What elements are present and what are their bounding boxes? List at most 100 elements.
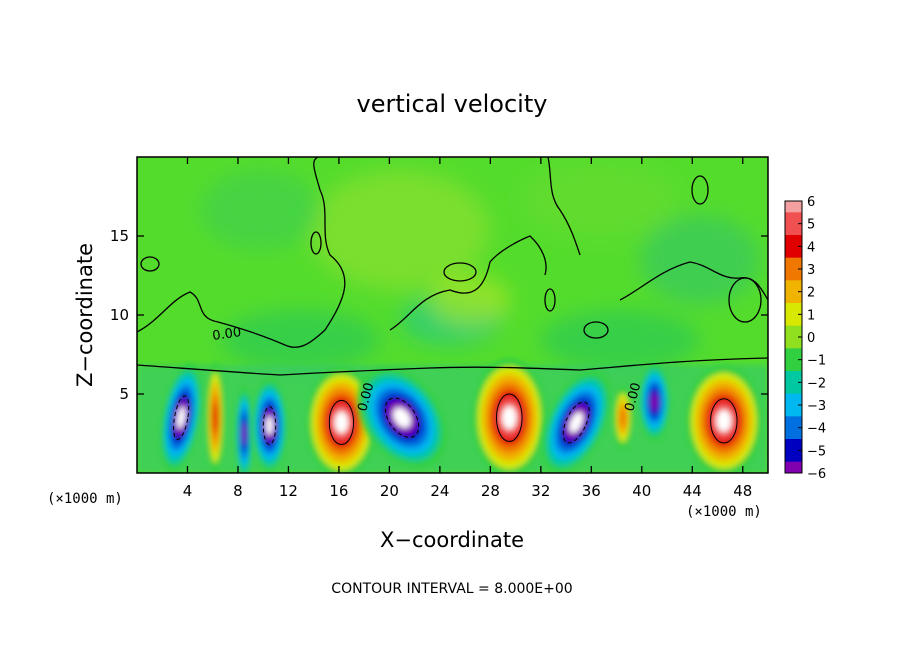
colorbar-swatch <box>785 382 802 395</box>
colorbar-swatch <box>785 246 802 259</box>
contour-line <box>140 256 160 272</box>
velocity-cell <box>613 386 633 450</box>
contour-line <box>389 235 547 331</box>
cell-ring <box>212 402 218 433</box>
velocity-cell <box>251 378 288 473</box>
colorbar-label: −4 <box>807 422 826 437</box>
velocity-cell <box>638 362 671 442</box>
contour-label: 0.00 <box>622 381 644 413</box>
velocity-cell <box>472 358 546 473</box>
colorbar-swatch <box>785 303 802 315</box>
colorbar-swatch <box>785 235 802 247</box>
velocity-cell <box>357 367 447 468</box>
y-tick-label: 10 <box>110 306 129 324</box>
contour-line <box>544 288 556 312</box>
colorbar-swatch <box>785 269 802 281</box>
x-tick-label: 28 <box>481 482 500 500</box>
cell-ring <box>176 406 186 429</box>
x-tick-label: 32 <box>531 482 550 500</box>
cell-contour <box>384 397 420 438</box>
y-tick-label: 5 <box>119 385 129 403</box>
plot-area <box>137 157 768 473</box>
x-tick-label: 44 <box>683 482 702 500</box>
colorbar-label: 1 <box>807 308 815 323</box>
cell-ring <box>393 407 411 428</box>
cell-ring <box>619 407 627 429</box>
velocity-cell <box>541 370 611 473</box>
contour-label: 0.00 <box>355 381 377 413</box>
cell-contour <box>262 406 277 446</box>
contour-label: 0.00 <box>211 325 242 344</box>
colorbar-label: 6 <box>807 195 815 210</box>
colorbar-swatch <box>785 257 802 270</box>
contour-line <box>619 261 768 301</box>
colorbar-swatch <box>785 450 802 463</box>
contour-line <box>583 321 609 339</box>
x-axis-label: X−coordinate <box>380 528 524 552</box>
colorbar-swatch <box>785 325 802 338</box>
colorbar-label: 3 <box>807 263 815 278</box>
colorbar: 6 5 4 3 2 1 0 −1 −2 −3 −4 −5 −6 <box>784 195 826 482</box>
colorbar-swatch <box>785 223 802 236</box>
contour-line <box>137 157 346 348</box>
cell-contour <box>495 393 523 442</box>
colorbar-swatch <box>785 359 802 372</box>
contour-line <box>443 262 477 282</box>
x-tick-label: 36 <box>582 482 601 500</box>
colorbar-swatch <box>785 393 802 406</box>
cell-contour <box>173 395 190 441</box>
colorbar-swatch <box>785 416 802 429</box>
contour-interval-note: CONTOUR INTERVAL = 8.000E+00 <box>331 581 572 597</box>
colorbar-swatch <box>785 280 802 293</box>
colorbar-label: −3 <box>807 399 826 414</box>
background-texture <box>200 160 760 370</box>
colorbar-label: −2 <box>807 376 826 391</box>
contour-line <box>310 231 322 255</box>
cell-ring <box>501 405 517 430</box>
low-level-band <box>137 365 768 473</box>
x-tick-label: 40 <box>632 482 651 500</box>
colorbar-swatch <box>785 405 802 417</box>
colorbar-swatch <box>785 439 802 451</box>
x-tick-label: 12 <box>279 482 298 500</box>
contour-line <box>728 277 762 323</box>
cell-contour <box>710 398 738 444</box>
chart-title: vertical velocity <box>357 90 548 118</box>
colorbar-swatch <box>785 427 802 440</box>
velocity-cell <box>235 386 254 473</box>
y-axis-ticks: 5 10 15 <box>110 227 768 403</box>
x-tick-label: 20 <box>380 482 399 500</box>
velocity-cells <box>160 358 762 473</box>
cell-ring <box>569 412 584 433</box>
velocity-cell <box>160 363 203 473</box>
colorbar-label: 5 <box>807 218 815 233</box>
y-axis-label: Z−coordinate <box>73 243 97 387</box>
colorbar-label: −1 <box>807 354 826 369</box>
x-unit-label-right: (×1000 m) <box>686 504 762 520</box>
x-tick-label: 4 <box>183 482 193 500</box>
cell-ring <box>716 409 732 432</box>
x-tick-label: 16 <box>329 482 348 500</box>
colorbar-swatch <box>785 291 802 304</box>
colorbar-swatch <box>785 337 802 349</box>
cell-contour <box>328 399 355 446</box>
x-axis-ticks: 4 8 12 16 20 24 28 32 36 40 44 48 <box>183 157 752 500</box>
x-tick-label: 8 <box>233 482 243 500</box>
colorbar-swatch <box>785 371 802 383</box>
contour-line <box>547 157 581 256</box>
contour-line <box>691 175 709 205</box>
colorbar-swatch <box>785 314 802 327</box>
cell-ring <box>265 416 274 436</box>
colorbar-swatch <box>785 212 802 225</box>
cell-ring <box>242 422 247 445</box>
colorbar-label: −6 <box>807 467 826 482</box>
x-unit-label-left: (×1000 m) <box>47 491 123 507</box>
y-tick-label: 15 <box>110 227 129 245</box>
colorbar-swatch <box>785 461 802 474</box>
colorbar-label: −5 <box>807 444 826 459</box>
cell-contour <box>562 401 590 444</box>
contour-line <box>137 357 768 376</box>
velocity-cell <box>206 362 225 473</box>
velocity-cell <box>685 365 762 473</box>
